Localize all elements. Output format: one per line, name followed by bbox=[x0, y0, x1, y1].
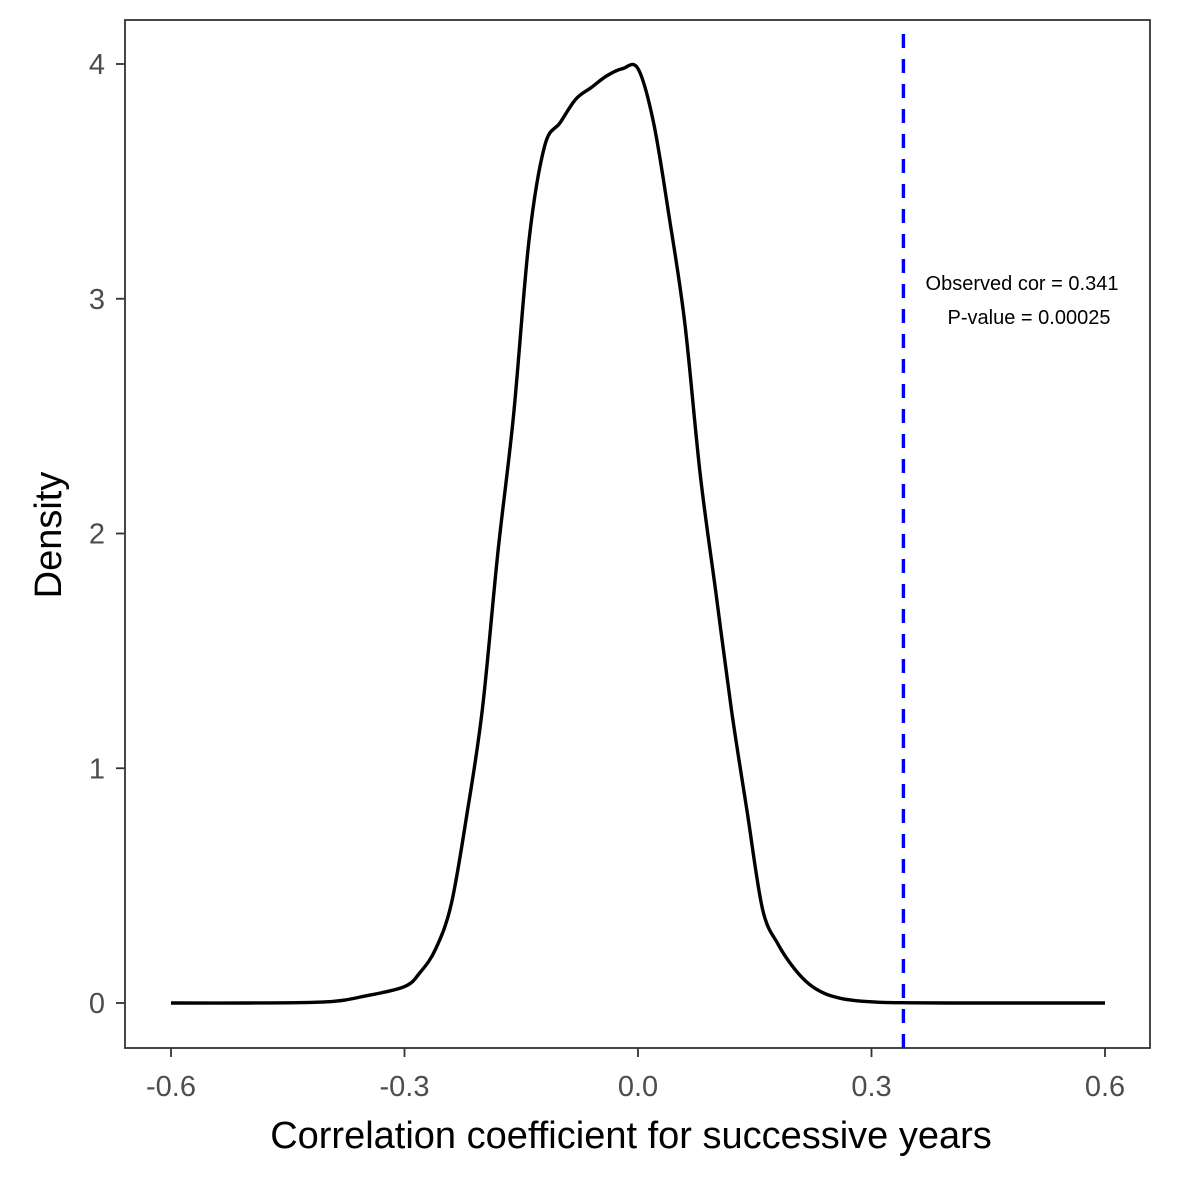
y-tick-label: 2 bbox=[89, 519, 105, 551]
x-tick-label: 0.6 bbox=[1085, 1071, 1125, 1103]
annotation-observed-cor: Observed cor = 0.341 bbox=[926, 273, 1119, 295]
y-tick-label: 4 bbox=[89, 49, 105, 81]
x-axis: -0.6 -0.3 0.0 0.3 0.6 bbox=[146, 1048, 1125, 1103]
x-axis-title: Correlation coefficient for successive y… bbox=[270, 1115, 992, 1157]
annotation-p-value: P-value = 0.00025 bbox=[948, 307, 1111, 329]
y-axis: 0 1 2 3 4 bbox=[89, 49, 125, 1020]
x-tick-label: 0.3 bbox=[851, 1071, 891, 1103]
y-axis-title: Density bbox=[28, 472, 70, 599]
plot-panel bbox=[124, 19, 1151, 1049]
y-tick-label: 1 bbox=[89, 753, 105, 785]
x-tick-label: -0.3 bbox=[380, 1071, 430, 1103]
y-tick-label: 3 bbox=[89, 284, 105, 316]
density-curve bbox=[170, 62, 1105, 1005]
y-tick-label: 0 bbox=[89, 988, 105, 1020]
x-tick-label: -0.6 bbox=[146, 1071, 196, 1103]
x-tick-label: 0.0 bbox=[618, 1071, 658, 1103]
